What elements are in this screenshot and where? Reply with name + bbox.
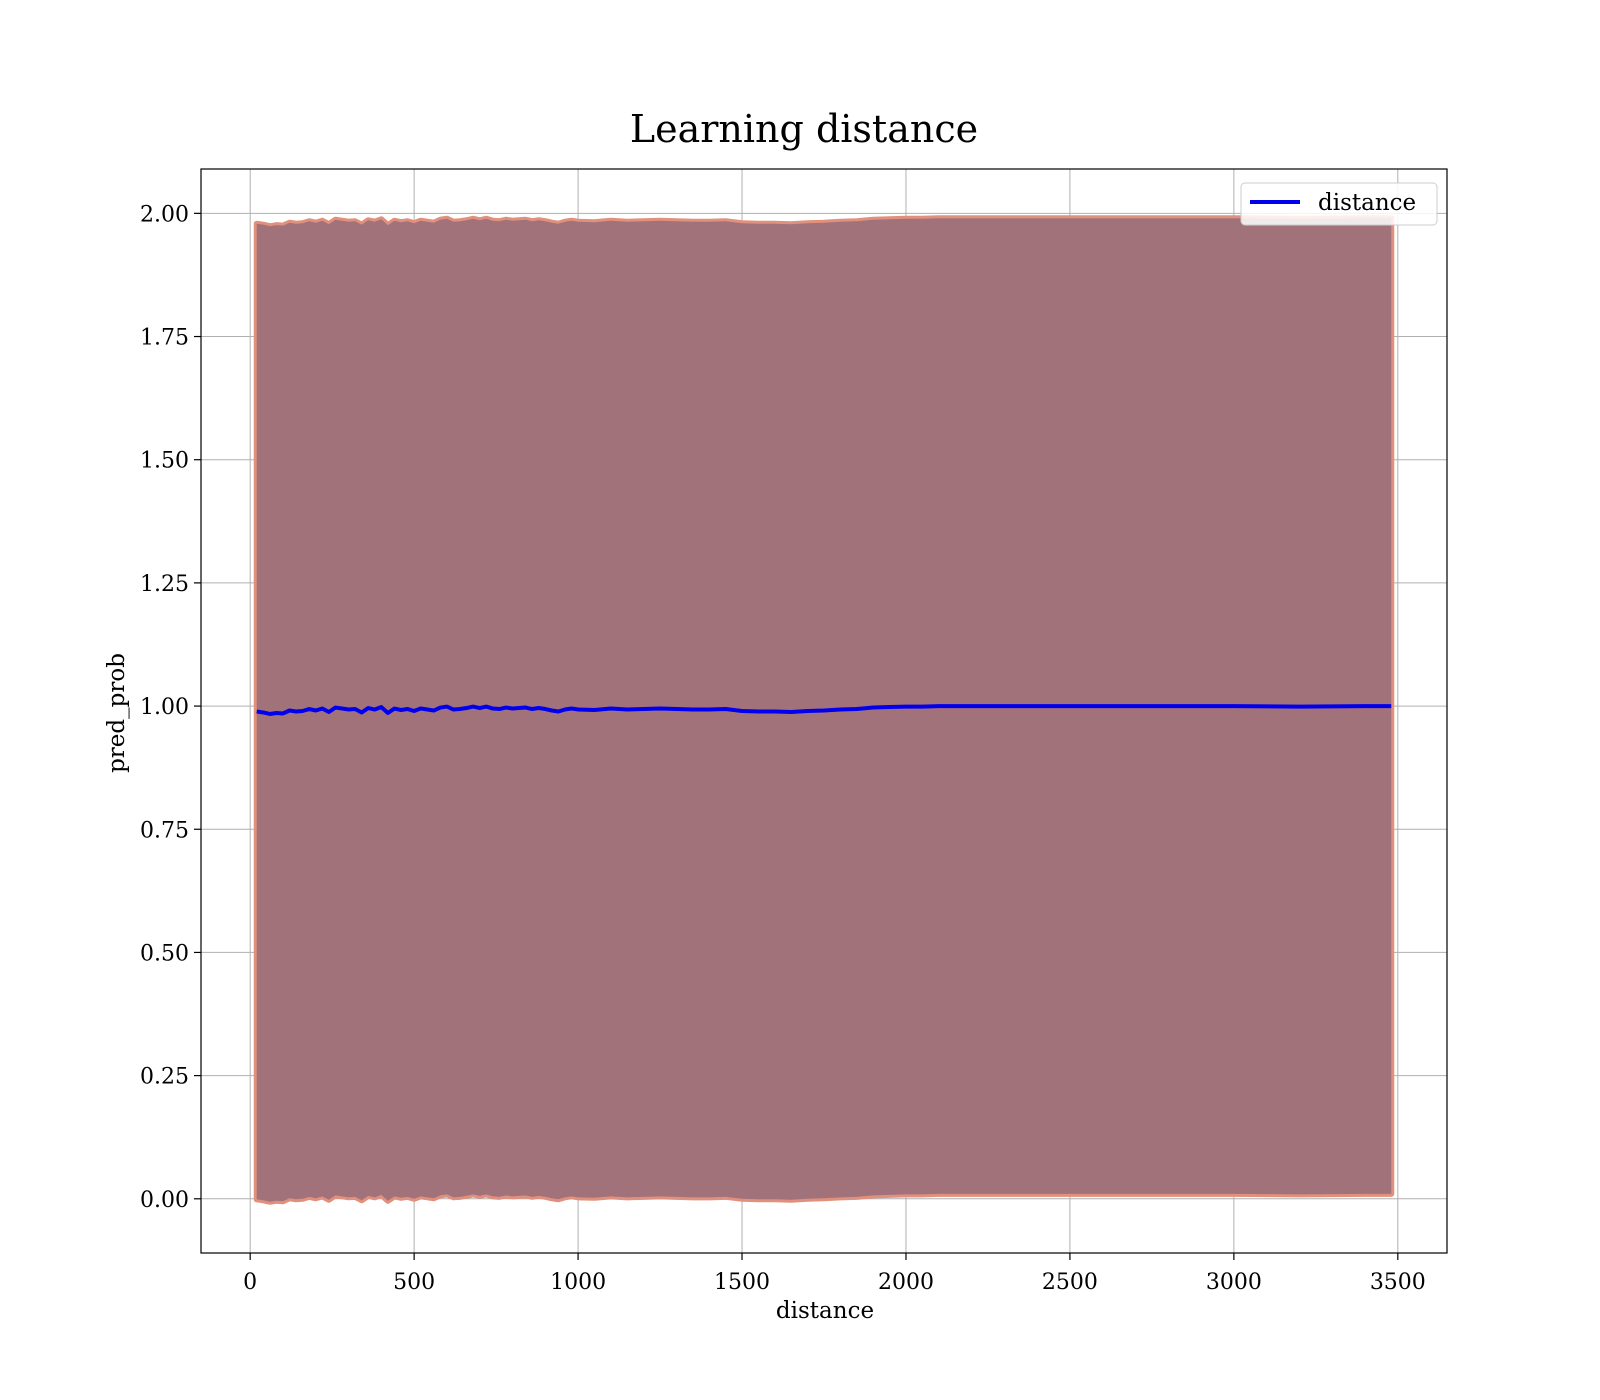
x-tick-label: 2000	[878, 1270, 934, 1295]
x-tick-label: 0	[243, 1270, 257, 1295]
y-tick-label: 0.00	[140, 1188, 189, 1213]
legend-label-distance: distance	[1318, 190, 1416, 216]
x-tick-label: 2500	[1042, 1270, 1098, 1295]
y-tick-label: 1.75	[140, 326, 189, 351]
y-tick-label: 1.00	[140, 695, 189, 720]
x-tick-label: 500	[393, 1270, 435, 1295]
series-line-distance	[256, 704, 1392, 716]
legend-box	[1240, 182, 1438, 226]
y-tick-label: 1.50	[140, 449, 189, 474]
x-tick-label: 1000	[550, 1270, 606, 1295]
x-tick-label: 3000	[1206, 1270, 1262, 1295]
y-tick-label: 0.25	[140, 1065, 189, 1090]
axes-frame	[200, 168, 1448, 1254]
y-tick-label: 0.75	[140, 818, 189, 843]
y-tick-label: 0.50	[140, 941, 189, 966]
plot-area	[200, 168, 1448, 1254]
x-axis-ticks: 0 500 1000 1500 2000 2500 3000 3500	[243, 1253, 1426, 1295]
y-axis-ticks: 0.00 0.25 0.50 0.75 1.00 1.25 1.50 1.75 2.00	[140, 202, 201, 1213]
x-tick-label: 3500	[1370, 1270, 1426, 1295]
y-tick-label: 1.25	[140, 572, 189, 597]
chart-title: Learning distance	[630, 107, 978, 151]
y-axis-label: pred_prob	[104, 653, 130, 773]
x-axis-label: distance	[776, 1298, 874, 1324]
x-tick-label: 1500	[714, 1270, 770, 1295]
legend: distance	[1240, 182, 1438, 226]
y-tick-label: 2.00	[140, 202, 189, 227]
